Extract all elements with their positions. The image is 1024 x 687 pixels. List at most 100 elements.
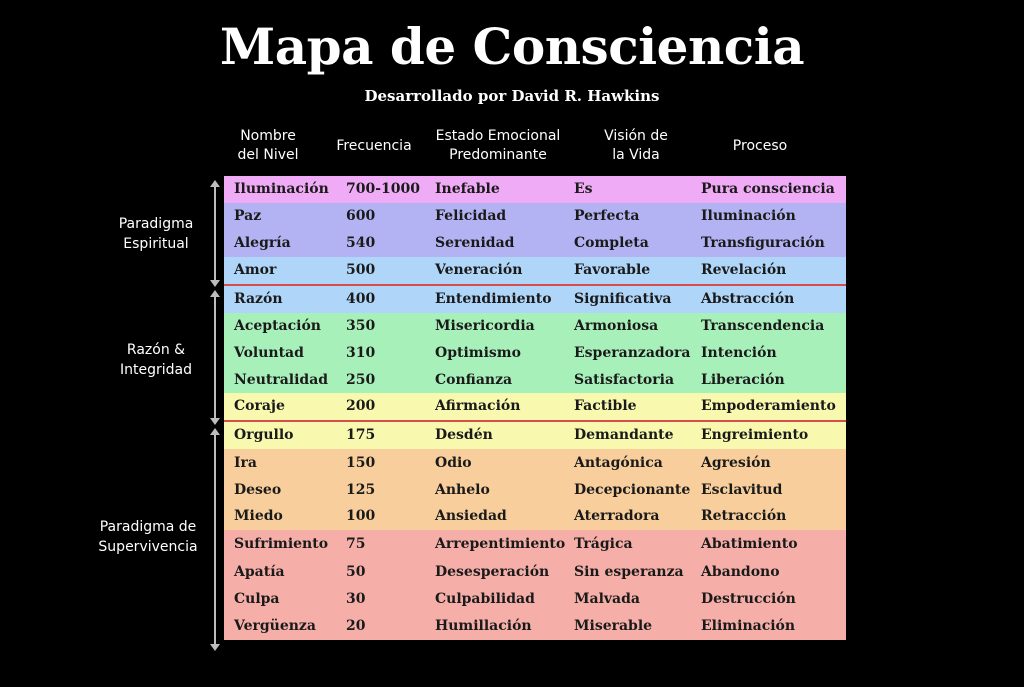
paradigm-razon-line: Razón & (126, 342, 186, 358)
cell-estado: Veneración (435, 262, 523, 278)
paradigm-espiritual-line: Paradigma (118, 216, 194, 232)
level-row: Ira 150 Odio Antagónica Agresión (224, 449, 846, 477)
cell-proceso: Destrucción (701, 591, 796, 607)
paradigm-supervivencia-line: Paradigma de (99, 519, 197, 535)
cell-frecuencia: 500 (346, 262, 376, 278)
cell-nivel: Neutralidad (234, 372, 329, 388)
paradigm-supervivencia-line: Supervivencia (98, 539, 198, 555)
cell-vision: Miserable (574, 618, 653, 634)
cell-frecuencia: 600 (346, 208, 376, 224)
header-vision-line: Visión de (604, 128, 668, 144)
level-row: Orgullo 175 Desdén Demandante Engreimiento (224, 420, 846, 449)
level-row: Miedo 100 Ansiedad Aterradora Retracción (224, 503, 846, 530)
cell-nivel: Coraje (234, 398, 285, 414)
header-proceso-line: Proceso (732, 137, 788, 154)
header-nivel: Nombre del Nivel (222, 124, 314, 168)
cell-nivel: Culpa (234, 591, 280, 607)
cell-estado: Optimismo (435, 345, 521, 361)
cell-proceso: Liberación (701, 372, 785, 388)
cell-proceso: Retracción (701, 508, 787, 524)
level-row: Coraje 200 Afirmación Factible Empoderamient… (224, 393, 846, 420)
cell-nivel: Iluminación (234, 181, 329, 197)
cell-nivel: Aceptación (234, 318, 321, 334)
cell-estado: Desesperación (435, 564, 550, 580)
cell-estado: Confianza (435, 372, 513, 388)
bracket-arrow-down-icon (210, 280, 220, 287)
cell-vision: Significativa (574, 291, 672, 307)
cell-vision: Perfecta (574, 208, 640, 224)
cell-frecuencia: 700-1000 (346, 181, 420, 197)
paradigm-espiritual-line: Espiritual (123, 236, 189, 252)
cell-frecuencia: 175 (346, 427, 376, 443)
cell-frecuencia: 30 (346, 591, 366, 607)
level-row: Deseo 125 Anhelo Decepcionante Esclavitud (224, 477, 846, 503)
cell-proceso: Abandono (701, 564, 780, 580)
cell-frecuencia: 100 (346, 508, 376, 524)
level-row: Razón 400 Entendimiento Significativa Abstra… (224, 284, 846, 313)
cell-nivel: Sufrimiento (234, 536, 329, 552)
cell-frecuencia: 350 (346, 318, 376, 334)
cell-proceso: Abatimiento (701, 536, 798, 552)
cell-frecuencia: 75 (346, 536, 366, 552)
cell-estado: Serenidad (435, 235, 515, 251)
bracket-arrow-down-icon (210, 644, 220, 651)
cell-proceso: Revelación (701, 262, 787, 278)
cell-proceso: Agresión (701, 455, 771, 471)
header-estado: Estado Emocional Predominante (424, 124, 572, 168)
cell-nivel: Apatía (234, 564, 285, 580)
cell-nivel: Razón (234, 291, 283, 307)
cell-vision: Favorable (574, 262, 651, 278)
cell-frecuencia: 540 (346, 235, 376, 251)
paradigm-espiritual: Paradigma Espiritual (81, 214, 231, 254)
level-row: Neutralidad 250 Confianza Satisfactoria Libe… (224, 367, 846, 393)
level-row: Iluminación 700-1000 Inefable Es Pura consci… (224, 176, 846, 203)
cell-estado: Humillación (435, 618, 532, 634)
cell-estado: Felicidad (435, 208, 507, 224)
cell-frecuencia: 200 (346, 398, 376, 414)
cell-proceso: Empoderamiento (701, 398, 836, 414)
cell-nivel: Alegría (234, 235, 291, 251)
cell-vision: Armoniosa (574, 318, 659, 334)
cell-estado: Misericordia (435, 318, 535, 334)
cell-frecuencia: 125 (346, 482, 376, 498)
cell-vision: Completa (574, 235, 649, 251)
cell-nivel: Amor (234, 262, 277, 278)
cell-proceso: Transfiguración (701, 235, 825, 251)
bracket-arrow-up-icon (210, 290, 220, 297)
cell-estado: Anhelo (435, 482, 490, 498)
cell-proceso: Iluminación (701, 208, 796, 224)
level-row: Voluntad 310 Optimismo Esperanzadora Intenci… (224, 340, 846, 367)
header-nivel-line: Nombre (240, 128, 296, 144)
cell-frecuencia: 20 (346, 618, 366, 634)
bracket-espiritual-line (214, 186, 216, 280)
cell-vision: Es (574, 181, 593, 197)
bracket-arrow-down-icon (210, 418, 220, 425)
level-row: Aceptación 350 Misericordia Armoniosa Transc… (224, 313, 846, 340)
cell-frecuencia: 250 (346, 372, 376, 388)
level-row: Vergüenza 20 Humillación Miserable Eliminaci… (224, 613, 846, 640)
cell-estado: Culpabilidad (435, 591, 535, 607)
cell-proceso: Intención (701, 345, 777, 361)
header-estado-line: Estado Emocional (435, 128, 561, 144)
cell-vision: Sin esperanza (574, 564, 684, 580)
bracket-razon-line (214, 296, 216, 418)
cell-estado: Inefable (435, 181, 500, 197)
cell-frecuencia: 310 (346, 345, 376, 361)
cell-proceso: Esclavitud (701, 482, 783, 498)
level-row: Paz 600 Felicidad Perfecta Iluminación (224, 203, 846, 230)
cell-vision: Factible (574, 398, 637, 414)
bracket-supervivencia-line (214, 434, 216, 644)
header-vision-line: la Vida (612, 147, 660, 163)
level-row: Alegría 540 Serenidad Completa Transfiguraci… (224, 230, 846, 257)
cell-nivel: Orgullo (234, 427, 294, 443)
cell-estado: Desdén (435, 427, 493, 443)
bracket-arrow-up-icon (210, 180, 220, 187)
cell-nivel: Ira (234, 455, 257, 471)
level-row: Sufrimiento 75 Arrepentimiento Trágica Abati… (224, 530, 846, 559)
cell-vision: Demandante (574, 427, 674, 443)
cell-proceso: Abstracción (701, 291, 795, 307)
header-vision: Visión de la Vida (586, 124, 686, 168)
cell-proceso: Engreimiento (701, 427, 809, 443)
cell-estado: Arrepentimiento (435, 536, 566, 552)
level-row: Culpa 30 Culpabilidad Malvada Destrucción (224, 586, 846, 613)
